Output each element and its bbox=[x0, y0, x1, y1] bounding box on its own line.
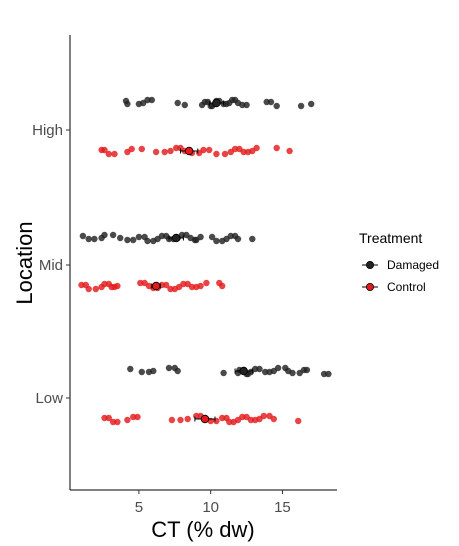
x-tick-label: 5 bbox=[135, 499, 143, 516]
data-point-damaged-mid bbox=[117, 234, 124, 242]
data-point-damaged-high bbox=[267, 98, 275, 106]
data-point-damaged-mid bbox=[109, 231, 117, 239]
data-point-damaged-low bbox=[165, 364, 173, 372]
data-point-damaged-mid bbox=[249, 235, 256, 243]
data-point-damaged-mid bbox=[85, 235, 92, 243]
data-point-control-high bbox=[213, 150, 220, 158]
data-point-control-high bbox=[101, 146, 108, 154]
data-point-control-mid bbox=[163, 281, 170, 289]
data-point-control-mid bbox=[203, 279, 210, 287]
y-tick-label: High bbox=[32, 122, 63, 139]
data-point-damaged-mid bbox=[91, 235, 98, 243]
data-point-damaged-mid bbox=[213, 237, 220, 245]
data-point-damaged-mid bbox=[79, 232, 87, 240]
data-point-damaged-low bbox=[289, 369, 296, 377]
data-point-control-low bbox=[295, 417, 302, 425]
mean-point-damaged-mid bbox=[172, 233, 181, 243]
data-point-control-high bbox=[111, 150, 118, 158]
data-point-damaged-mid bbox=[144, 237, 151, 245]
data-point-control-high bbox=[128, 145, 135, 153]
data-point-control-low bbox=[260, 412, 267, 420]
data-point-damaged-low bbox=[150, 367, 157, 375]
legend-label-control: Control bbox=[387, 280, 426, 294]
data-point-damaged-mid bbox=[208, 233, 216, 241]
data-point-damaged-low bbox=[274, 364, 282, 372]
data-point-damaged-high bbox=[148, 96, 155, 104]
summary-layer bbox=[151, 98, 253, 424]
data-point-control-low bbox=[177, 416, 184, 424]
data-point-control-high bbox=[221, 150, 229, 158]
data-point-damaged-high bbox=[297, 102, 305, 110]
data-point-damaged-high bbox=[308, 100, 315, 108]
data-point-control-low bbox=[105, 414, 113, 422]
data-point-control-low bbox=[124, 416, 131, 424]
data-point-damaged-low bbox=[138, 368, 145, 376]
x-tick-label: 15 bbox=[274, 499, 291, 516]
data-point-control-high bbox=[200, 146, 207, 154]
data-point-damaged-high bbox=[273, 102, 280, 110]
data-point-damaged-mid bbox=[197, 233, 204, 241]
data-point-damaged-low bbox=[220, 369, 227, 377]
data-point-damaged-low bbox=[256, 365, 263, 373]
data-point-control-high bbox=[161, 148, 168, 156]
data-point-control-high bbox=[167, 147, 174, 155]
legend-item-control: Control bbox=[362, 280, 426, 294]
data-point-damaged-mid bbox=[130, 236, 137, 244]
data-point-control-low bbox=[184, 415, 191, 423]
data-point-damaged-low bbox=[325, 370, 332, 378]
data-point-damaged-high bbox=[181, 101, 188, 109]
mean-point-control-high bbox=[184, 146, 194, 156]
data-point-control-mid bbox=[197, 282, 204, 290]
data-point-damaged-high bbox=[243, 101, 250, 109]
data-point-damaged-mid bbox=[101, 231, 108, 239]
data-point-control-high bbox=[138, 145, 145, 153]
data-point-control-high bbox=[286, 147, 293, 155]
legend-key-point-damaged bbox=[365, 260, 374, 269]
mean-point-damaged-high bbox=[212, 98, 221, 108]
data-point-damaged-mid bbox=[234, 235, 242, 243]
data-point-damaged-high bbox=[124, 100, 131, 108]
y-tick-label: Low bbox=[35, 390, 63, 407]
x-axis-ticks: 5 10 15 bbox=[135, 490, 291, 516]
mean-point-control-mid bbox=[151, 281, 161, 291]
x-tick-label: 10 bbox=[202, 499, 219, 516]
data-point-damaged-low bbox=[127, 365, 134, 373]
data-point-damaged-low bbox=[303, 366, 311, 374]
legend: Treatment Damaged Control bbox=[359, 230, 439, 294]
legend-label-damaged: Damaged bbox=[387, 258, 439, 272]
mean-point-control-low bbox=[200, 414, 210, 424]
data-point-control-low bbox=[114, 418, 121, 426]
data-point-control-high bbox=[206, 146, 213, 154]
data-point-control-high bbox=[253, 144, 260, 152]
data-point-control-low bbox=[270, 415, 277, 423]
data-point-control-low bbox=[168, 416, 176, 424]
legend-item-damaged: Damaged bbox=[362, 258, 439, 272]
data-point-damaged-high bbox=[174, 99, 181, 107]
data-point-control-mid bbox=[219, 282, 226, 290]
data-point-control-high bbox=[152, 148, 160, 156]
data-point-control-mid bbox=[92, 285, 100, 293]
data-point-control-high bbox=[273, 144, 280, 152]
y-axis-ticks: High Mid Low bbox=[32, 122, 70, 407]
points-layer bbox=[78, 96, 332, 426]
legend-title: Treatment bbox=[359, 230, 422, 246]
data-point-control-mid bbox=[85, 285, 92, 293]
y-tick-label: Mid bbox=[39, 257, 63, 274]
mean-point-damaged-low bbox=[239, 366, 248, 376]
data-point-control-high bbox=[105, 150, 113, 158]
x-axis-title: CT (% dw) bbox=[151, 517, 255, 542]
data-point-control-low bbox=[134, 413, 141, 421]
data-point-damaged-mid bbox=[135, 233, 143, 241]
data-point-damaged-mid bbox=[124, 236, 131, 244]
y-axis-title: Location bbox=[12, 221, 37, 304]
data-point-control-mid bbox=[114, 282, 121, 290]
data-point-damaged-low bbox=[174, 367, 181, 375]
legend-key-point-control bbox=[365, 282, 374, 291]
